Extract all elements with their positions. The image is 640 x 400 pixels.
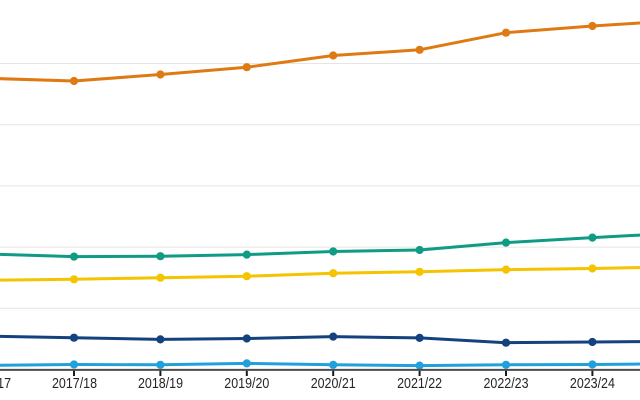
- svg-text:2018/19: 2018/19: [138, 376, 183, 392]
- svg-text:2022/23: 2022/23: [484, 376, 529, 392]
- svg-text:2020/21: 2020/21: [311, 376, 356, 392]
- svg-text:2023/24: 2023/24: [570, 376, 615, 392]
- svg-text:2019/20: 2019/20: [224, 376, 269, 392]
- svg-text:2017/18: 2017/18: [52, 376, 97, 392]
- svg-text:2021/22: 2021/22: [397, 376, 442, 392]
- svg-text:2016/17: 2016/17: [0, 376, 11, 392]
